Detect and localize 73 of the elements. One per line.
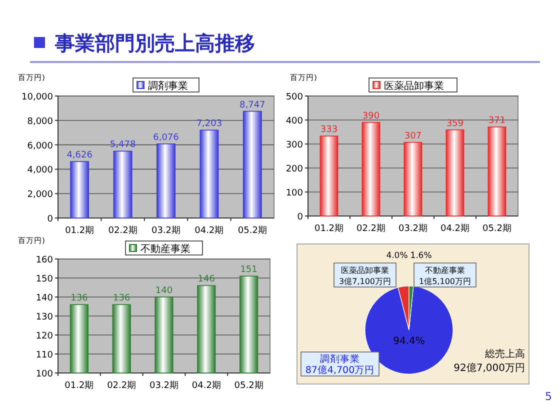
x-tick-label: 03.2期 (149, 380, 179, 391)
data-label: 136 (113, 294, 130, 304)
bar (242, 110, 262, 218)
bar (113, 150, 132, 218)
bar (200, 130, 219, 218)
y-tick-label: 2,000 (27, 190, 54, 200)
legend-label: 医薬品卸事業 (384, 80, 444, 92)
data-label: 6,076 (153, 132, 180, 143)
data-label: 307 (404, 131, 422, 142)
text: 総売上高 (484, 348, 525, 360)
data-label: 371 (488, 116, 506, 126)
data-label: 333 (320, 125, 338, 136)
bar (404, 142, 422, 216)
data-label: 1.6% (410, 251, 432, 261)
x-tick-label: 01.2期 (64, 380, 94, 391)
chart-title: 事業部門別売上高推移 (54, 31, 255, 55)
x-tick-label: 04.2期 (194, 225, 224, 236)
y-tick-label: 300 (286, 140, 304, 150)
data-label: 94.4% (393, 336, 425, 347)
pie-slice (364, 286, 454, 374)
bar (488, 126, 506, 216)
x-tick-label: 01.2期 (65, 225, 94, 236)
y-tick-label: 160 (36, 256, 54, 266)
y-tick-label: 150 (36, 274, 54, 284)
y-tick-label: 100 (286, 188, 304, 198)
slice-label: 医薬品卸事業 (341, 266, 389, 275)
y-tick-label: 0 (297, 212, 304, 222)
x-tick-label: 03.2期 (151, 225, 181, 236)
y-tick-label: 120 (36, 332, 54, 342)
y-tick-label: 400 (286, 116, 304, 126)
slice-label: 調剤事業 (320, 353, 360, 365)
x-tick-label: 02.2期 (107, 380, 136, 391)
x-tick-label: 04.2期 (192, 380, 221, 391)
x-tick-label: 05.2期 (238, 225, 267, 236)
bar (362, 122, 380, 216)
y-tick-label: 200 (286, 164, 304, 174)
legend-label: 不動産事業 (140, 243, 190, 255)
y-tick-label: 0 (47, 214, 54, 224)
y-tick-label: 6,000 (27, 141, 54, 152)
x-tick-label: 05.2期 (234, 380, 264, 391)
y-tick-label: 8,000 (27, 116, 54, 127)
data-label: 390 (362, 111, 380, 122)
bar (156, 143, 176, 218)
text: 5 (545, 390, 552, 403)
y-tick-label: 500 (286, 92, 304, 102)
data-label: 4.0% (386, 251, 408, 261)
bar (320, 136, 338, 216)
text: 87億4,700万円 (305, 364, 375, 376)
bar (70, 161, 90, 218)
x-tick-label: 04.2期 (440, 223, 470, 234)
y-tick-label: 10,000 (22, 92, 54, 102)
text: 3億7,100万円 (339, 277, 391, 286)
text: 1億5,100万円 (419, 277, 471, 286)
x-tick-label: 03.2期 (398, 223, 428, 234)
x-tick-label: 01.2期 (314, 223, 344, 234)
x-tick-label: 05.2期 (482, 223, 512, 234)
data-label: 151 (240, 265, 258, 276)
data-label: 140 (155, 286, 173, 296)
x-tick-label: 02.2期 (108, 225, 138, 236)
data-label: 7,203 (196, 119, 222, 130)
y-tick-label: 130 (36, 312, 54, 322)
data-label: 4,626 (66, 150, 93, 161)
bar (446, 129, 464, 216)
y-tick-label: 100 (36, 370, 54, 380)
y-tick-label: 110 (36, 350, 54, 360)
slice-label: 不動産事業 (425, 266, 465, 275)
legend-label: 調剤事業 (148, 80, 188, 92)
data-label: 8,747 (240, 100, 266, 110)
text: 92億7,000万円 (454, 362, 525, 374)
x-tick-label: 02.2期 (356, 223, 386, 234)
y-tick-label: 4,000 (27, 166, 54, 176)
data-label: 359 (446, 118, 464, 129)
y-tick-label: 140 (36, 294, 54, 304)
